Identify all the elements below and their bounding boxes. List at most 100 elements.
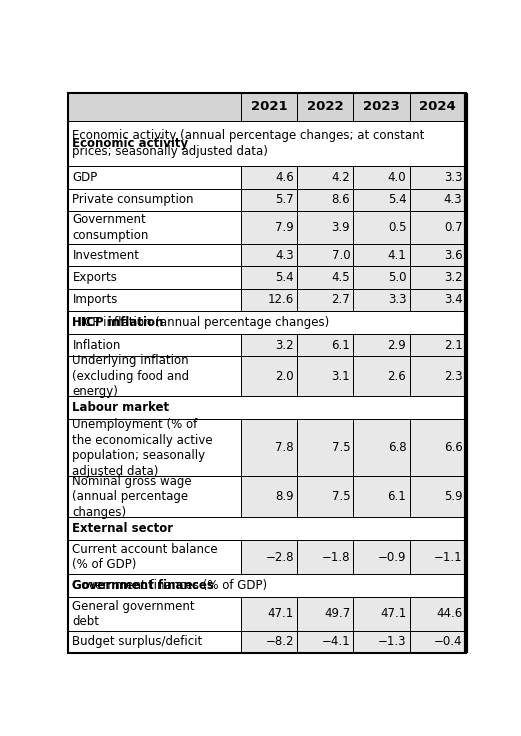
- Bar: [297, 266, 353, 289]
- Bar: [410, 210, 466, 244]
- Bar: [297, 93, 353, 121]
- Text: 3.3: 3.3: [388, 293, 406, 306]
- Text: 2.6: 2.6: [388, 369, 406, 383]
- Bar: [410, 356, 466, 396]
- Text: 4.3: 4.3: [276, 249, 294, 262]
- Text: Unemployment (% of
the economically active
population; seasonally
adjusted data): Unemployment (% of the economically acti…: [72, 418, 213, 478]
- Bar: [241, 210, 297, 244]
- Text: 2024: 2024: [419, 100, 456, 113]
- Bar: [410, 244, 466, 266]
- Bar: [353, 597, 410, 631]
- Text: 6.1: 6.1: [388, 490, 406, 503]
- Bar: [353, 356, 410, 396]
- Bar: [297, 631, 353, 653]
- Text: 7.8: 7.8: [276, 442, 294, 454]
- Text: 4.5: 4.5: [331, 271, 350, 284]
- Text: 3.9: 3.9: [331, 221, 350, 234]
- Bar: [68, 266, 241, 289]
- Text: Government
consumption: Government consumption: [72, 213, 149, 241]
- Bar: [68, 631, 241, 653]
- Bar: [241, 93, 297, 121]
- Text: 7.0: 7.0: [331, 249, 350, 262]
- Text: 3.3: 3.3: [444, 171, 463, 184]
- Bar: [68, 396, 466, 420]
- Text: −0.9: −0.9: [378, 551, 406, 564]
- Text: −1.1: −1.1: [434, 551, 463, 564]
- Text: 3.2: 3.2: [444, 271, 463, 284]
- Bar: [353, 540, 410, 574]
- Text: −8.2: −8.2: [266, 635, 294, 648]
- Bar: [297, 334, 353, 356]
- Bar: [68, 334, 241, 356]
- Text: Government finances: Government finances: [71, 579, 214, 592]
- Bar: [68, 93, 241, 121]
- Bar: [68, 540, 241, 574]
- Text: 5.7: 5.7: [276, 193, 294, 206]
- Text: 8.9: 8.9: [276, 490, 294, 503]
- Bar: [297, 166, 353, 188]
- Text: Labour market: Labour market: [71, 401, 169, 414]
- Text: 3.2: 3.2: [276, 339, 294, 352]
- Text: 2.7: 2.7: [331, 293, 350, 306]
- Bar: [353, 420, 410, 476]
- Bar: [68, 188, 241, 210]
- Bar: [297, 244, 353, 266]
- Text: −0.4: −0.4: [434, 635, 463, 648]
- Bar: [410, 540, 466, 574]
- Bar: [353, 289, 410, 311]
- Text: −2.8: −2.8: [266, 551, 294, 564]
- Text: 2.1: 2.1: [444, 339, 463, 352]
- Bar: [353, 244, 410, 266]
- Bar: [410, 93, 466, 121]
- Text: 2.9: 2.9: [388, 339, 406, 352]
- Bar: [353, 210, 410, 244]
- Text: 7.5: 7.5: [331, 442, 350, 454]
- Bar: [410, 476, 466, 517]
- Text: Underlying inflation
(excluding food and
energy): Underlying inflation (excluding food and…: [72, 354, 190, 398]
- Bar: [68, 289, 241, 311]
- Text: −1.8: −1.8: [321, 551, 350, 564]
- Bar: [241, 244, 297, 266]
- Bar: [68, 476, 241, 517]
- Bar: [410, 597, 466, 631]
- Bar: [241, 289, 297, 311]
- Bar: [241, 476, 297, 517]
- Bar: [410, 420, 466, 476]
- Bar: [353, 334, 410, 356]
- Bar: [410, 289, 466, 311]
- Bar: [241, 334, 297, 356]
- Text: 2021: 2021: [251, 100, 288, 113]
- Bar: [68, 210, 241, 244]
- Text: 2.0: 2.0: [276, 369, 294, 383]
- Bar: [241, 540, 297, 574]
- Bar: [353, 166, 410, 188]
- Bar: [68, 517, 466, 540]
- Text: 44.6: 44.6: [436, 607, 463, 620]
- Text: 7.9: 7.9: [275, 221, 294, 234]
- Bar: [68, 244, 241, 266]
- Bar: [353, 631, 410, 653]
- Bar: [297, 597, 353, 631]
- Bar: [353, 93, 410, 121]
- Bar: [353, 476, 410, 517]
- Bar: [241, 597, 297, 631]
- Bar: [68, 356, 241, 396]
- Text: Private consumption: Private consumption: [72, 193, 194, 206]
- Text: Exports: Exports: [72, 271, 117, 284]
- Bar: [297, 540, 353, 574]
- Text: Economic activity (annual percentage changes; at constant
prices; seasonally adj: Economic activity (annual percentage cha…: [71, 130, 424, 158]
- Bar: [297, 289, 353, 311]
- Bar: [410, 188, 466, 210]
- Text: 5.4: 5.4: [388, 193, 406, 206]
- Text: External sector: External sector: [71, 522, 172, 535]
- Bar: [68, 311, 466, 334]
- Text: 2.3: 2.3: [444, 369, 463, 383]
- Bar: [241, 631, 297, 653]
- Text: 5.4: 5.4: [276, 271, 294, 284]
- Text: 3.1: 3.1: [331, 369, 350, 383]
- Text: 3.6: 3.6: [444, 249, 463, 262]
- Text: −4.1: −4.1: [321, 635, 350, 648]
- Bar: [297, 476, 353, 517]
- Bar: [297, 420, 353, 476]
- Bar: [68, 597, 241, 631]
